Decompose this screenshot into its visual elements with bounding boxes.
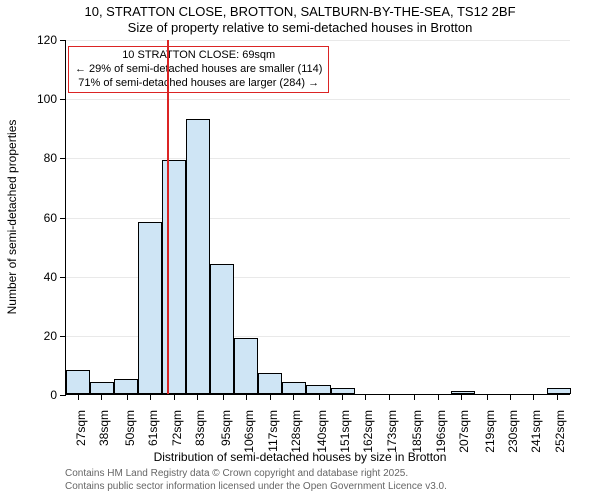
x-tick [438, 394, 439, 400]
x-tick [533, 394, 534, 400]
histogram-bar [258, 373, 282, 394]
x-tick [78, 394, 79, 400]
x-tick [127, 394, 128, 400]
x-tick [510, 394, 511, 400]
x-tick-label: 95sqm [219, 410, 233, 446]
y-axis-label: Number of semi-detached properties [5, 120, 19, 315]
histogram-bar [66, 370, 90, 394]
footer-note: Contains HM Land Registry data © Crown c… [65, 468, 447, 493]
chart-subtitle-line2: Size of property relative to semi-detach… [0, 20, 600, 36]
chart-title-line1: 10, STRATTON CLOSE, BROTTON, SALTBURN-BY… [0, 4, 600, 20]
callout-line1: 10 STRATTON CLOSE: 69sqm [75, 49, 322, 63]
y-tick-label: 100 [37, 92, 57, 106]
histogram-bar [306, 385, 330, 394]
x-tick-label: 117sqm [266, 410, 280, 452]
histogram-bar [162, 160, 186, 394]
x-tick-label: 151sqm [338, 410, 352, 453]
x-tick-label: 219sqm [483, 410, 497, 453]
callout-line3: 71% of semi-detached houses are larger (… [75, 77, 322, 91]
x-tick-label: 72sqm [170, 410, 184, 446]
x-tick-label: 50sqm [123, 410, 137, 446]
x-tick-label: 185sqm [410, 410, 424, 453]
x-tick [342, 394, 343, 400]
x-tick [461, 394, 462, 400]
x-tick [270, 394, 271, 400]
x-tick [246, 394, 247, 400]
histogram-bar [234, 338, 258, 394]
histogram-bar [186, 119, 210, 394]
x-tick [487, 394, 488, 400]
histogram-bar [138, 222, 162, 394]
histogram-bar [282, 382, 306, 394]
y-tick-label: 0 [50, 388, 57, 402]
x-tick-label: 128sqm [289, 410, 303, 453]
x-tick-label: 27sqm [74, 410, 88, 446]
gridline [66, 40, 570, 41]
x-tick-label: 61sqm [146, 410, 160, 446]
footer-line1: Contains HM Land Registry data © Crown c… [65, 468, 447, 481]
x-tick-label: 252sqm [553, 410, 567, 453]
y-tick [60, 336, 66, 337]
gridline [66, 158, 570, 159]
callout-line2: ← 29% of semi-detached houses are smalle… [75, 63, 322, 77]
x-tick-label: 106sqm [242, 410, 256, 453]
x-tick [557, 394, 558, 400]
histogram-bar [547, 388, 571, 394]
histogram-bar [451, 391, 475, 394]
y-tick [60, 158, 66, 159]
histogram-bar [114, 379, 138, 394]
x-tick [150, 394, 151, 400]
x-tick-label: 196sqm [434, 410, 448, 453]
histogram-bar [210, 264, 234, 394]
x-tick [319, 394, 320, 400]
footer-line2: Contains public sector information licen… [65, 481, 447, 494]
x-tick-label: 83sqm [193, 410, 207, 446]
y-tick-label: 60 [44, 211, 57, 225]
plot-area: 10 STRATTON CLOSE: 69sqm ← 29% of semi-d… [65, 40, 570, 395]
gridline [66, 218, 570, 219]
x-tick-label: 241sqm [529, 410, 543, 453]
x-tick-label: 207sqm [457, 410, 471, 453]
x-tick [197, 394, 198, 400]
y-tick [60, 40, 66, 41]
x-tick [389, 394, 390, 400]
marker-line [167, 40, 169, 394]
gridline [66, 99, 570, 100]
y-tick-label: 20 [44, 329, 57, 343]
x-tick-label: 162sqm [361, 410, 375, 453]
x-tick [223, 394, 224, 400]
y-tick-label: 120 [37, 33, 57, 47]
x-tick [101, 394, 102, 400]
x-tick [174, 394, 175, 400]
x-tick-label: 140sqm [315, 410, 329, 453]
y-tick [60, 99, 66, 100]
x-tick-label: 173sqm [385, 410, 399, 453]
y-tick [60, 395, 66, 396]
histogram-bar [90, 382, 114, 394]
x-tick [293, 394, 294, 400]
x-tick [414, 394, 415, 400]
x-tick [365, 394, 366, 400]
y-tick-label: 80 [44, 151, 57, 165]
x-tick-label: 230sqm [506, 410, 520, 453]
y-tick-label: 40 [44, 270, 57, 284]
callout-box: 10 STRATTON CLOSE: 69sqm ← 29% of semi-d… [68, 46, 329, 93]
x-tick-label: 38sqm [97, 410, 111, 446]
y-tick [60, 277, 66, 278]
y-tick [60, 218, 66, 219]
